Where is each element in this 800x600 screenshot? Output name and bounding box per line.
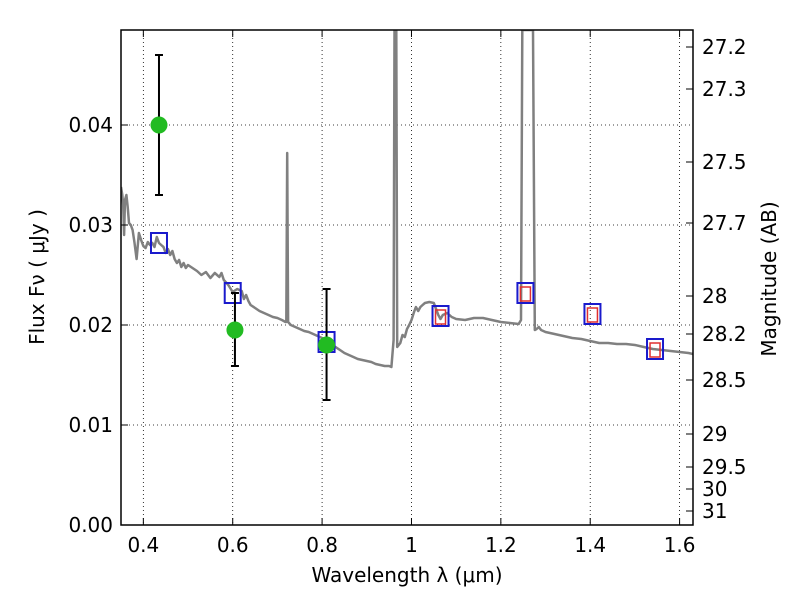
nir-photometry-box — [519, 286, 532, 302]
mag-tick-label: 30 — [702, 477, 727, 501]
x-tick-label: 1.4 — [574, 533, 606, 557]
model-photometry-box — [516, 282, 535, 304]
mag-tick-label: 31 — [702, 499, 727, 523]
x-tick-label: 0.6 — [217, 533, 249, 557]
y-axis-label: Flux Fν ( μJy ) — [25, 209, 49, 345]
y-tick-label: 0.04 — [68, 113, 113, 137]
x-tick-label: 1 — [405, 533, 418, 557]
x-tick-label: 0.8 — [306, 533, 338, 557]
observed-flux-point — [150, 116, 168, 134]
mag-tick-label: 27.2 — [702, 35, 747, 59]
mag-tick-label: 28.2 — [702, 322, 747, 346]
mag-tick-label: 27.5 — [702, 150, 747, 174]
observed-flux-point — [318, 336, 336, 354]
y2-axis-label: Magnitude (AB) — [757, 201, 781, 356]
mag-tick-label: 27.3 — [702, 77, 747, 101]
sed-line — [121, 30, 693, 369]
model-photometry-box — [223, 282, 242, 304]
observed-flux-point — [226, 321, 244, 339]
nir-photometry-box — [586, 307, 599, 323]
plot-frame — [120, 29, 694, 526]
model-photometry-box — [431, 305, 450, 327]
plot-area — [121, 30, 693, 401]
mag-tick-label: 28 — [702, 284, 727, 308]
axis-ticks: 0.4 0.6 0.8 1 1.2 1.4 1.6 0.00 0.01 0.02 0.03 0.04 2… — [68, 30, 747, 557]
x-tick-label: 0.4 — [127, 533, 159, 557]
model-photometry-box — [646, 338, 665, 360]
grid-lines — [121, 30, 693, 526]
y-tick-label: 0.01 — [68, 413, 113, 437]
y-tick-label: 0.00 — [68, 513, 113, 537]
mag-tick-label: 29.5 — [702, 455, 747, 479]
x-tick-label: 1.6 — [664, 533, 696, 557]
nir-photometry-box — [434, 309, 447, 325]
mag-tick-label: 28.5 — [702, 368, 747, 392]
y-tick-label: 0.02 — [68, 313, 113, 337]
model-photometry-box — [583, 303, 602, 325]
mag-tick-label: 27.7 — [702, 211, 747, 235]
model-photometry-box — [149, 232, 168, 254]
x-axis-label: Wavelength λ (μm) — [311, 563, 502, 587]
x-tick-label: 1.2 — [485, 533, 517, 557]
nir-photometry-box — [649, 342, 661, 358]
y-tick-label: 0.03 — [68, 213, 113, 237]
mag-tick-label: 29 — [702, 422, 727, 446]
